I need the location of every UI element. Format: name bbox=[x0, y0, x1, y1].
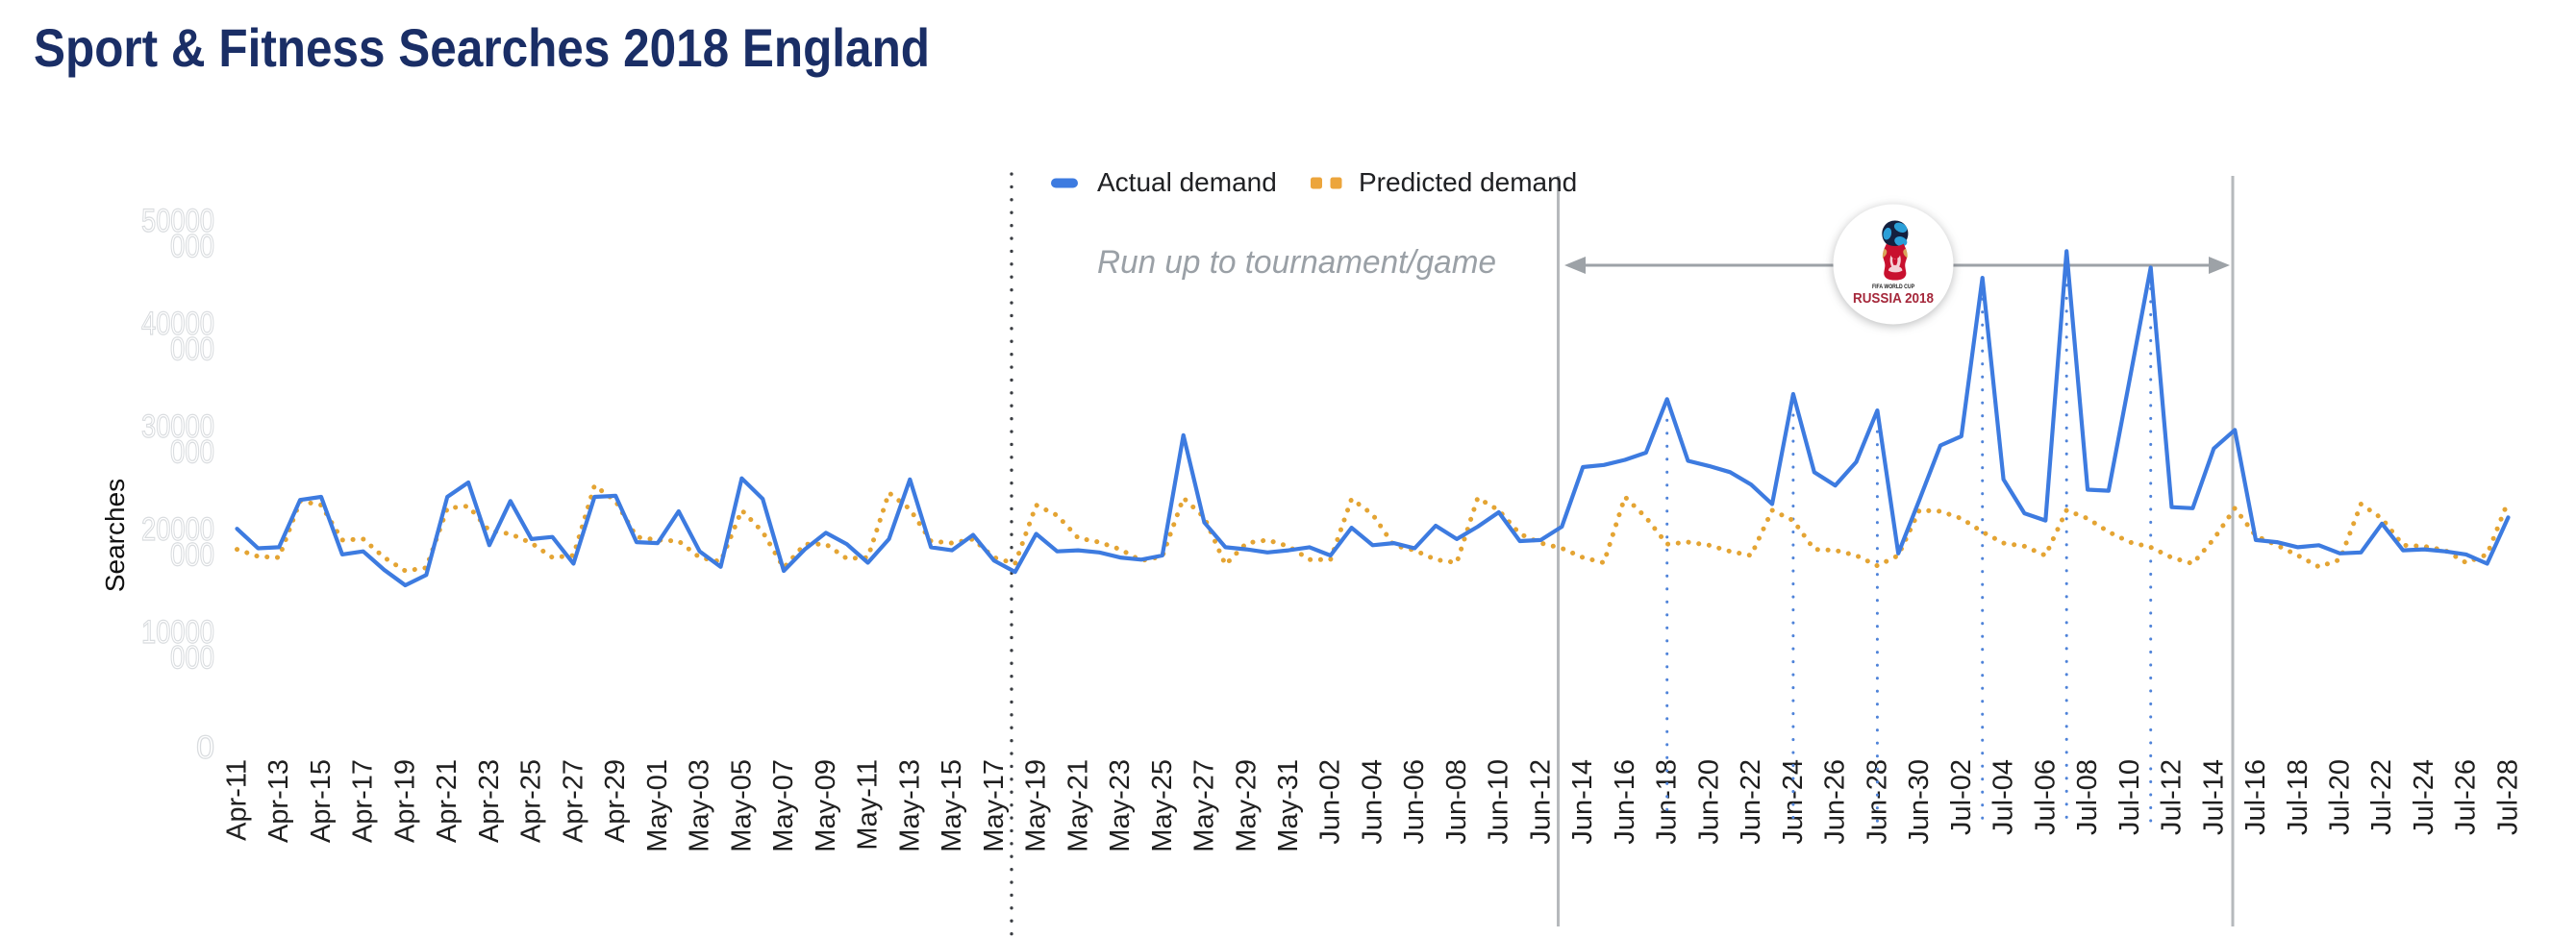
svg-text:Jul-18: Jul-18 bbox=[2283, 759, 2313, 835]
svg-text:May-11: May-11 bbox=[853, 759, 884, 851]
svg-text:May-27: May-27 bbox=[1189, 759, 1220, 852]
svg-text:Apr-27: Apr-27 bbox=[558, 759, 588, 843]
svg-text:20000: 20000 bbox=[141, 511, 214, 548]
svg-text:Apr-11: Apr-11 bbox=[222, 759, 253, 841]
svg-text:Jul-24: Jul-24 bbox=[2409, 759, 2439, 835]
svg-text:May-23: May-23 bbox=[1105, 759, 1136, 852]
svg-text:FIFA WORLD CUP: FIFA WORLD CUP bbox=[1872, 284, 1914, 290]
svg-text:Jun-22: Jun-22 bbox=[1736, 759, 1766, 845]
svg-text:Apr-19: Apr-19 bbox=[390, 759, 421, 843]
svg-text:50000: 50000 bbox=[141, 203, 214, 239]
svg-text:May-15: May-15 bbox=[937, 759, 967, 852]
svg-text:000: 000 bbox=[170, 536, 214, 573]
svg-text:Jun-24: Jun-24 bbox=[1778, 759, 1809, 845]
svg-text:May-17: May-17 bbox=[979, 759, 1010, 852]
svg-text:Searches: Searches bbox=[100, 479, 130, 592]
svg-text:Jul-12: Jul-12 bbox=[2157, 759, 2188, 835]
svg-text:0: 0 bbox=[196, 729, 214, 766]
svg-text:Jun-04: Jun-04 bbox=[1358, 759, 1388, 845]
svg-text:Apr-17: Apr-17 bbox=[348, 759, 379, 843]
svg-text:Jun-16: Jun-16 bbox=[1610, 759, 1640, 845]
svg-text:Jul-20: Jul-20 bbox=[2325, 759, 2356, 835]
svg-text:Apr-23: Apr-23 bbox=[474, 759, 505, 843]
svg-text:Jun-20: Jun-20 bbox=[1693, 759, 1724, 845]
svg-text:RUSSIA 2018: RUSSIA 2018 bbox=[1853, 290, 1934, 307]
svg-text:Jun-14: Jun-14 bbox=[1567, 759, 1598, 845]
svg-text:Run up to tournament/game: Run up to tournament/game bbox=[1097, 244, 1496, 281]
svg-text:10000: 10000 bbox=[141, 614, 214, 651]
svg-text:Jun-06: Jun-06 bbox=[1399, 759, 1430, 845]
svg-text:Apr-29: Apr-29 bbox=[600, 759, 631, 843]
svg-text:May-19: May-19 bbox=[1021, 759, 1052, 852]
svg-text:000: 000 bbox=[170, 639, 214, 676]
svg-text:000: 000 bbox=[170, 228, 214, 264]
svg-text:40000: 40000 bbox=[141, 306, 214, 342]
svg-text:May-25: May-25 bbox=[1147, 759, 1178, 852]
svg-text:Jun-26: Jun-26 bbox=[1820, 759, 1851, 845]
svg-text:Jul-04: Jul-04 bbox=[1988, 759, 2019, 835]
svg-text:May-09: May-09 bbox=[811, 759, 841, 852]
svg-text:Jun-10: Jun-10 bbox=[1484, 759, 1514, 845]
svg-text:May-01: May-01 bbox=[642, 759, 673, 852]
svg-text:Jul-14: Jul-14 bbox=[2198, 759, 2229, 835]
svg-text:000: 000 bbox=[170, 331, 214, 367]
svg-text:Jul-06: Jul-06 bbox=[2030, 759, 2061, 835]
svg-text:Apr-15: Apr-15 bbox=[306, 759, 337, 843]
svg-text:May-07: May-07 bbox=[768, 759, 799, 852]
svg-text:Jul-02: Jul-02 bbox=[1946, 759, 1977, 835]
svg-text:May-31: May-31 bbox=[1273, 759, 1304, 852]
svg-text:Apr-25: Apr-25 bbox=[516, 759, 547, 843]
svg-text:Jun-12: Jun-12 bbox=[1525, 759, 1556, 845]
svg-text:Jul-28: Jul-28 bbox=[2493, 759, 2524, 835]
svg-text:May-21: May-21 bbox=[1063, 759, 1093, 852]
svg-text:Jul-22: Jul-22 bbox=[2366, 759, 2397, 835]
svg-text:Jul-26: Jul-26 bbox=[2451, 759, 2482, 835]
svg-text:Apr-13: Apr-13 bbox=[263, 759, 294, 843]
svg-text:Jun-30: Jun-30 bbox=[1904, 759, 1935, 845]
svg-text:Jul-16: Jul-16 bbox=[2240, 759, 2271, 835]
svg-text:Apr-21: Apr-21 bbox=[432, 759, 463, 843]
svg-text:000: 000 bbox=[170, 433, 214, 470]
svg-text:May-03: May-03 bbox=[685, 759, 715, 852]
svg-text:May-29: May-29 bbox=[1231, 759, 1262, 852]
svg-text:Predicted demand: Predicted demand bbox=[1359, 167, 1577, 197]
svg-text:Actual demand: Actual demand bbox=[1097, 167, 1277, 197]
svg-text:Jun-08: Jun-08 bbox=[1441, 759, 1472, 845]
svg-text:May-05: May-05 bbox=[726, 759, 757, 852]
svg-text:Jul-10: Jul-10 bbox=[2114, 759, 2145, 835]
svg-text:30000: 30000 bbox=[141, 408, 214, 445]
svg-text:Jun-28: Jun-28 bbox=[1862, 759, 1892, 845]
svg-text:Jun-18: Jun-18 bbox=[1652, 759, 1683, 845]
svg-text:May-13: May-13 bbox=[894, 759, 925, 852]
svg-text:Jul-08: Jul-08 bbox=[2072, 759, 2103, 835]
svg-text:Jun-02: Jun-02 bbox=[1315, 759, 1346, 845]
svg-text:Sport & Fitness Searches 2018: Sport & Fitness Searches 2018 England bbox=[34, 17, 930, 78]
